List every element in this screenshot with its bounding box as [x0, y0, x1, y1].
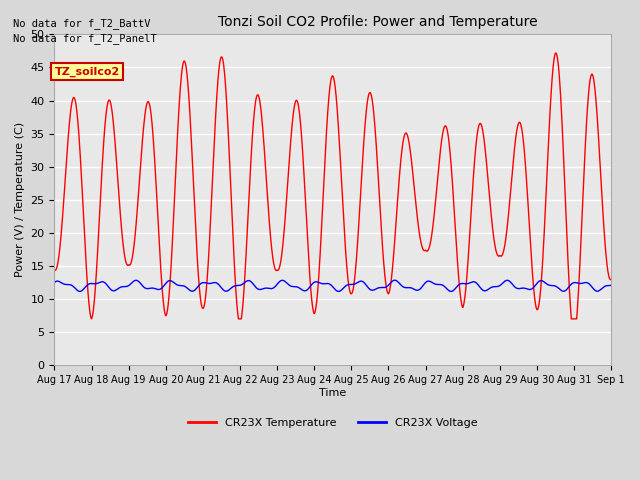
CR23X Voltage — [447, 288, 455, 294]
CR23X Voltage — [607, 282, 615, 288]
CR23X Temperature — [321, 148, 329, 154]
CR23X Temperature — [591, 90, 599, 96]
CR23X Voltage — [490, 284, 497, 289]
CR23X Temperature — [607, 276, 615, 282]
Line: CR23X Temperature: CR23X Temperature — [54, 53, 611, 319]
CR23X Voltage — [307, 283, 314, 289]
Text: No data for f_T2_BattV: No data for f_T2_BattV — [13, 18, 150, 29]
Y-axis label: Power (V) / Temperature (C): Power (V) / Temperature (C) — [15, 122, 25, 277]
CR23X Voltage — [591, 288, 599, 293]
CR23X Voltage — [592, 288, 600, 294]
CR23X Temperature — [592, 93, 600, 99]
CR23X Voltage — [79, 287, 86, 293]
CR23X Voltage — [321, 281, 329, 287]
CR23X Temperature — [79, 200, 86, 205]
CR23X Temperature — [552, 50, 559, 56]
Legend: CR23X Temperature, CR23X Voltage: CR23X Temperature, CR23X Voltage — [184, 414, 482, 432]
CR23X Voltage — [391, 277, 399, 283]
CR23X Voltage — [51, 280, 58, 286]
Line: CR23X Voltage: CR23X Voltage — [54, 280, 611, 291]
Title: Tonzi Soil CO2 Profile: Power and Temperature: Tonzi Soil CO2 Profile: Power and Temper… — [218, 15, 537, 29]
CR23X Temperature — [307, 285, 314, 291]
Text: No data for f_T2_PanelT: No data for f_T2_PanelT — [13, 33, 157, 44]
CR23X Temperature — [489, 229, 497, 235]
CR23X Temperature — [51, 267, 58, 273]
X-axis label: Time: Time — [319, 388, 346, 398]
CR23X Temperature — [235, 316, 243, 322]
Text: TZ_soilco2: TZ_soilco2 — [54, 66, 120, 77]
